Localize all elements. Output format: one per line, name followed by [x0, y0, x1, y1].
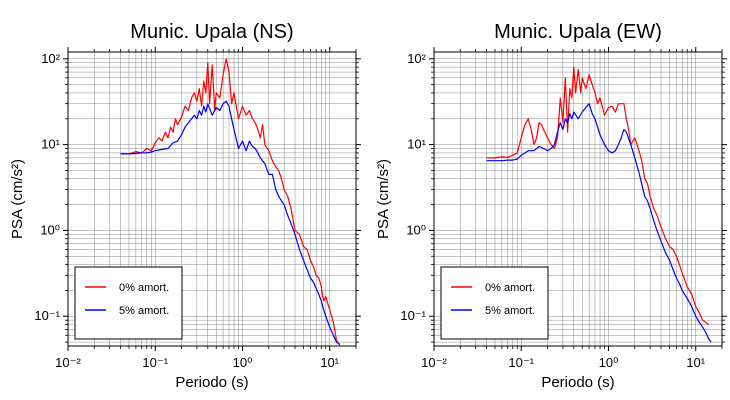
legend-label: 0% amort. [485, 282, 535, 294]
series-group [120, 58, 341, 346]
x-tick-label: 10⁻¹ [142, 355, 168, 370]
series-group [486, 66, 712, 343]
y-tick-label: 10¹ [41, 137, 60, 152]
legend-label: 5% amort. [485, 305, 535, 317]
legend-box [74, 266, 183, 340]
plot-frame [67, 51, 357, 347]
series-line-red [486, 66, 709, 326]
x-tick-label: 10⁻² [421, 355, 447, 370]
chart-title: Munic. Upala (NS) [130, 21, 293, 43]
x-tick-label: 10⁻² [55, 355, 81, 370]
y-tick-label: 10⁻¹ [400, 308, 426, 323]
x-tick-label: 10⁻¹ [508, 355, 534, 370]
y-tick-label: 10⁻¹ [34, 308, 60, 323]
x-axis-label: Periodo (s) [175, 374, 248, 391]
chart-title: Munic. Upala (EW) [494, 21, 662, 43]
series-line-blue [120, 100, 341, 345]
y-tick-label: 10² [41, 51, 60, 66]
x-tick-label: 10¹ [320, 355, 339, 370]
y-tick-label: 10⁰ [40, 222, 60, 237]
y-tick-label: 10¹ [407, 137, 426, 152]
y-axis-label: PSA (cm/s²) [375, 159, 392, 239]
x-tick-label: 10⁰ [233, 355, 253, 370]
legend-box [440, 266, 549, 340]
series-line-blue [486, 103, 712, 343]
x-axis-label: Periodo (s) [541, 374, 614, 391]
legend: 0% amort. 5% amort. [440, 266, 549, 340]
x-tick-label: 10¹ [686, 355, 705, 370]
y-axis-label: PSA (cm/s²) [9, 159, 26, 239]
x-tick-label: 10⁰ [599, 355, 619, 370]
legend-label: 5% amort. [119, 305, 169, 317]
y-tick-label: 10⁰ [406, 222, 426, 237]
legend: 0% amort. 5% amort. [74, 266, 183, 340]
plot-frame [433, 51, 723, 347]
chart-panel-2: 10⁻² 10⁻¹ 10⁰ 10¹ 10⁻¹ 10⁰ 10¹ 10² Munic. Upala … [375, 21, 727, 391]
legend-label: 0% amort. [119, 282, 169, 294]
y-tick-label: 10² [407, 51, 426, 66]
chart-panel-1: 10⁻² 10⁻¹ 10⁰ 10¹ 10⁻¹ 10⁰ 10¹ 10² Munic. Upala … [9, 21, 361, 391]
series-line-red [120, 58, 341, 346]
